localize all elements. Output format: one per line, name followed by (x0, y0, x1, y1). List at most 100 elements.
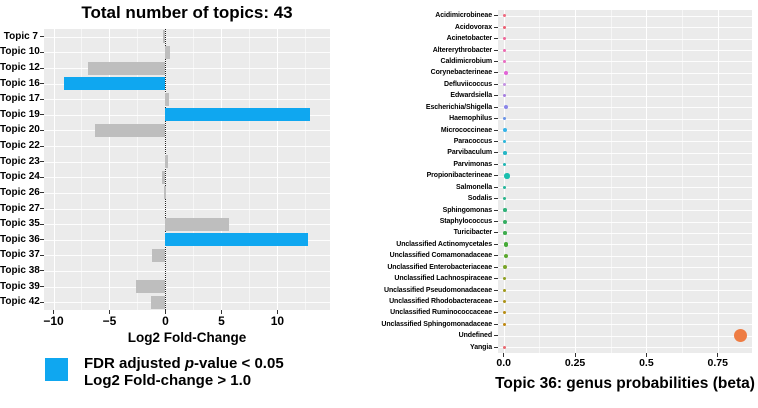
row-gridline (498, 290, 752, 292)
row-gridline (44, 52, 330, 54)
genus-label: Paracoccus (453, 137, 492, 145)
y-tick-mark (494, 175, 498, 177)
topic-label: Topic 37 (0, 249, 40, 261)
minor-gridline (305, 29, 307, 310)
major-gridline (53, 29, 55, 310)
y-tick-mark (494, 186, 498, 188)
x-tick-mark (574, 353, 576, 357)
genus-label: Yangia (470, 343, 492, 351)
row-gridline (498, 347, 752, 349)
data-point-altererythrobacter (502, 48, 506, 52)
genus-label: Unclassified Enterobacteriaceae (387, 263, 492, 271)
data-point-micrococcineae (503, 128, 508, 133)
data-point-paracoccus (503, 139, 507, 143)
topic-label: Topic 22 (0, 140, 40, 152)
data-point-unclassified-lachnospiraceae (502, 277, 506, 281)
topic-label: Topic 26 (0, 186, 40, 198)
row-gridline (498, 210, 752, 212)
row-gridline (498, 278, 752, 280)
data-point-undefined (734, 329, 748, 343)
y-tick-mark (494, 323, 498, 325)
row-gridline (44, 255, 330, 257)
topic-label: Topic 23 (0, 155, 40, 167)
y-tick-mark (494, 26, 498, 28)
genus-label: Caldimicrobium (440, 57, 493, 65)
genus-label: Micrococcineae (440, 126, 492, 134)
genus-label: Salmonella (456, 183, 492, 191)
bar-topic-36 (165, 233, 308, 247)
row-gridline (498, 312, 752, 314)
genus-label: Edwardsiella (450, 92, 492, 100)
x-tick-label: 10 (270, 314, 285, 328)
row-gridline (498, 221, 752, 223)
genus-label: Escherichia/Shigella (425, 103, 492, 111)
x-tick-label: −5 (102, 314, 117, 328)
row-gridline (498, 38, 752, 40)
left-chart-title: Total number of topics: 43 (81, 3, 293, 22)
data-point-escherichia-shigella (503, 104, 509, 110)
y-tick-mark (40, 98, 44, 100)
y-tick-mark (40, 254, 44, 256)
row-gridline (44, 208, 330, 210)
x-tick-label: 0.5 (639, 357, 654, 369)
y-tick-mark (494, 49, 498, 51)
y-tick-mark (494, 289, 498, 291)
genus-label: Altererythrobacter (432, 46, 492, 54)
legend-line-2: Log2 Fold-change > 1.0 (84, 372, 252, 389)
y-tick-mark (40, 176, 44, 178)
data-point-sodalis (503, 197, 507, 201)
row-gridline (498, 198, 752, 200)
row-gridline (44, 270, 330, 272)
bar-topic-24 (162, 170, 166, 184)
x-tick-mark (164, 310, 166, 314)
genus-label: Undefined (458, 332, 492, 340)
bar-topic-16 (63, 77, 166, 91)
y-tick-mark (40, 208, 44, 210)
data-point-parvibaculum (503, 151, 507, 155)
genus-label: Unclassified Comamonadaceae (389, 252, 492, 260)
row-gridline (498, 187, 752, 189)
x-tick-mark (276, 310, 278, 314)
row-gridline (498, 15, 752, 17)
row-gridline (498, 95, 752, 97)
data-point-defluviicoccus (502, 82, 506, 86)
genus-label: Sodalis (467, 195, 492, 203)
data-point-acidimicrobineae (502, 14, 506, 18)
bar-topic-42 (150, 295, 166, 309)
x-tick-label: 0.75 (707, 357, 728, 369)
row-gridline (498, 50, 752, 52)
genus-label: Unclassified Actinomycetales (396, 240, 492, 248)
row-gridline (44, 286, 330, 288)
row-gridline (44, 36, 330, 38)
y-tick-mark (40, 36, 44, 38)
minor-gridline (193, 29, 195, 310)
genus-label: Unclassified Lachnospiraceae (394, 275, 492, 283)
right-plot-panel (498, 10, 752, 353)
x-tick-mark (503, 353, 505, 357)
minor-gridline (539, 10, 541, 353)
y-tick-mark (494, 38, 498, 40)
data-point-unclassified-sphingomonadaceae (502, 322, 506, 326)
major-gridline (503, 10, 505, 353)
row-gridline (498, 130, 752, 132)
topic-label: Topic 36 (0, 233, 40, 245)
row-gridline (498, 324, 752, 326)
bar-topic-39 (136, 280, 166, 294)
data-point-unclassified-pseudomonadaceae (502, 288, 506, 292)
data-point-yangia (502, 345, 506, 349)
row-gridline (498, 301, 752, 303)
topic-label: Topic 10 (0, 46, 40, 58)
y-tick-mark (40, 192, 44, 194)
bar-topic-26 (164, 186, 166, 200)
topic-label: Topic 35 (0, 218, 40, 230)
bar-topic-12 (88, 61, 166, 75)
y-tick-mark (494, 118, 498, 120)
row-gridline (44, 177, 330, 179)
data-point-acidovorax (502, 25, 506, 29)
y-tick-mark (40, 67, 44, 69)
zero-reference-line (165, 29, 167, 310)
topic-label: Topic 17 (0, 93, 40, 105)
topic-label: Topic 19 (0, 108, 40, 120)
y-tick-mark (40, 286, 44, 288)
